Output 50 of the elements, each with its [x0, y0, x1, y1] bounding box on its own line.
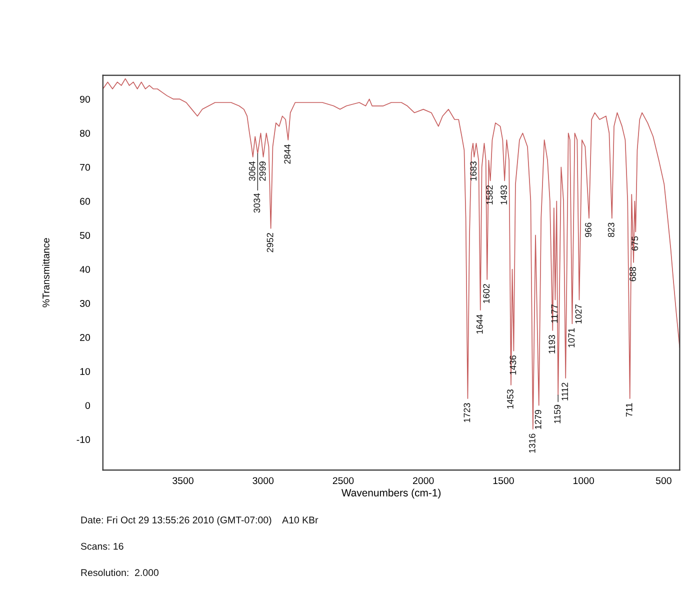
x-tick-label: 3000: [252, 477, 274, 484]
annotation: 1453: [507, 390, 514, 408]
y-axis-title: %Transmittance: [42, 238, 50, 308]
text: Resolution: 2.000: [81, 568, 158, 576]
x-tick-label: 500: [656, 477, 672, 484]
y-tick-label: 0: [85, 402, 90, 409]
x-tick-label: 2000: [413, 477, 434, 484]
annotation: 1159: [554, 404, 561, 424]
line-series: [102, 78, 680, 430]
y-tick-label: 40: [80, 266, 90, 273]
y-tick-label: 30: [80, 300, 90, 307]
y-tick-label: 70: [80, 164, 90, 171]
annotation: 1602: [483, 284, 490, 304]
x-tick-label: 3500: [172, 477, 194, 484]
text: Scans: 16: [80, 542, 124, 550]
y-tick-label: 10: [80, 368, 90, 375]
annotation: 1316: [528, 434, 536, 453]
annotation: 1027: [575, 304, 582, 324]
x-tick-label: 1000: [573, 477, 594, 484]
annotation: 1193: [548, 335, 556, 354]
annotation: 1279: [534, 410, 542, 429]
annotation: 2844: [284, 144, 291, 164]
annotation: 1493: [500, 185, 507, 204]
x-tick-label: 1500: [493, 477, 514, 484]
annotation: 1177: [551, 304, 558, 323]
x-tick-label: 2500: [332, 477, 354, 484]
annotation: 2952: [266, 233, 274, 252]
annotation: 3064: [248, 161, 256, 181]
annotation: 1436: [510, 355, 516, 374]
annotation: 1683: [470, 162, 477, 181]
annotation: 1071: [568, 328, 575, 348]
x-axis-title: Wavenumbers (cm-1): [341, 488, 441, 499]
annotation: 675: [632, 236, 638, 251]
y-tick-label: -10: [76, 436, 90, 444]
annotation: 1112: [562, 382, 568, 400]
annotation: 966: [585, 222, 592, 238]
annotation: 688: [630, 266, 636, 282]
y-tick-label: 20: [80, 334, 90, 341]
annotation: 1582: [486, 185, 493, 204]
annotation: 3034: [254, 193, 260, 213]
y-tick-label: 60: [80, 198, 90, 205]
annotation: 1644: [476, 314, 483, 334]
annotation: 2999: [259, 162, 266, 181]
y-tick-label: 50: [80, 232, 90, 239]
y-tick-label: 80: [80, 130, 90, 137]
text: Date: Fri Oct 29 13:55:26 2010 (GMT-07:00) A10 KBr: [81, 516, 318, 526]
annotation: 711: [626, 403, 632, 417]
y-tick-label: 90: [80, 96, 90, 103]
annotation: 823: [608, 222, 614, 238]
annotation: 1723: [464, 403, 470, 422]
